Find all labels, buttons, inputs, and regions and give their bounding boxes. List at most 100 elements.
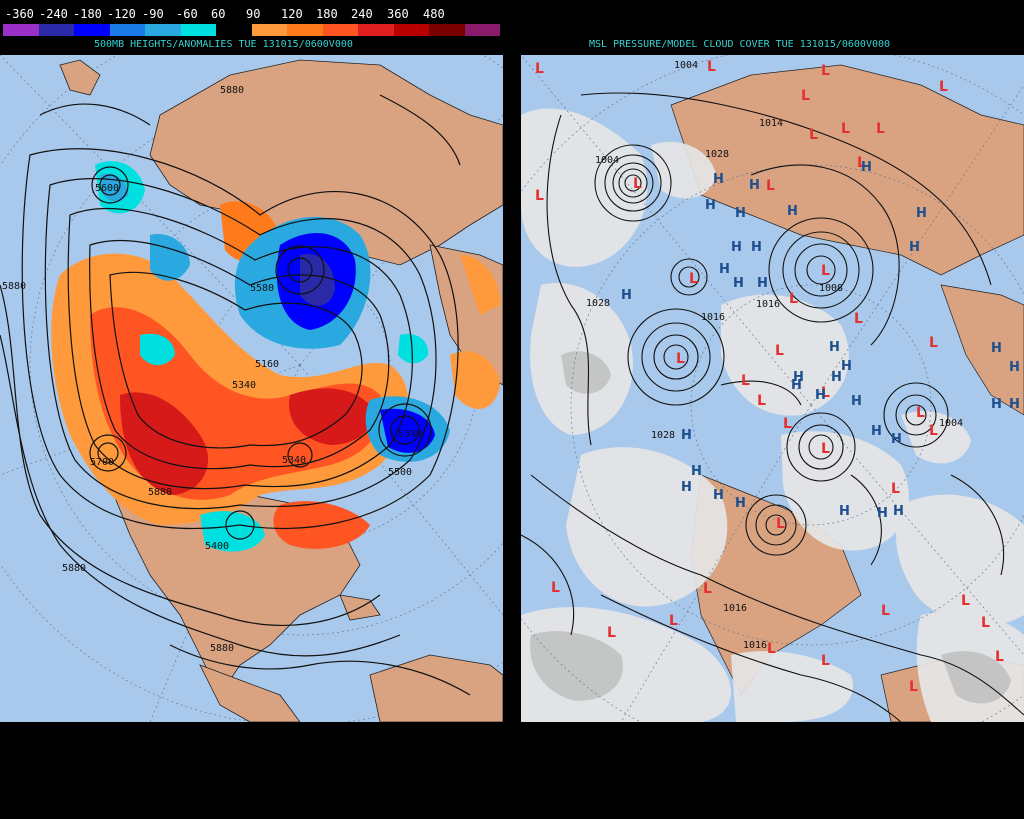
high-pressure-symbol: H: [916, 206, 927, 221]
isobar-label: 1014: [759, 118, 783, 129]
msl-pressure-map: 1004 1028 1028 1014 1016 1028 1004 1016 …: [521, 55, 1024, 722]
high-pressure-symbol: H: [991, 397, 1002, 412]
height-contours: [0, 94, 471, 696]
negative-anomalies: [95, 161, 450, 552]
low-pressure-symbol: L: [821, 441, 830, 457]
legend-swatch: [180, 24, 216, 36]
low-pressure-symbol: L: [841, 121, 850, 137]
high-pressure-symbol: H: [791, 378, 802, 393]
contour-label: 5880: [210, 643, 234, 654]
low-pressure-symbol: L: [961, 593, 970, 609]
contour-label: 5160: [255, 359, 279, 370]
isobar-label: 1028: [705, 149, 729, 160]
high-pressure-symbol: H: [749, 178, 760, 193]
low-pressure-symbol: L: [535, 188, 544, 204]
high-pressure-symbol: H: [681, 480, 692, 495]
legend-swatch: [38, 24, 74, 36]
legend-label: -180: [73, 7, 102, 21]
low-pressure-symbol: L: [757, 393, 766, 409]
high-pressure-symbol: H: [681, 428, 692, 443]
isobar-label: 1008: [819, 283, 843, 294]
high-pressure-symbol: H: [731, 240, 742, 255]
contour-label: 5580: [250, 283, 274, 294]
low-pressure-symbol: L: [854, 311, 863, 327]
low-pressure-symbol: L: [776, 516, 785, 532]
high-pressure-symbol: H: [829, 340, 840, 355]
isobar-label: 1028: [651, 430, 675, 441]
legend-swatch: [393, 24, 429, 36]
heights-map-svg: 5880 5880 5880 5880 5880 5160 5340 5340 …: [0, 55, 503, 722]
low-pressure-symbol: L: [821, 63, 830, 79]
legend-label: 480: [423, 7, 445, 21]
legend-label: 180: [316, 7, 338, 21]
legend-label: 240: [351, 7, 373, 21]
isobar-labels: 1004 1028 1028 1014 1016 1028 1004 1016 …: [586, 60, 963, 651]
isobar-label: 1004: [595, 155, 619, 166]
panel-divider: [503, 0, 521, 819]
high-pressure-symbol: H: [691, 464, 702, 479]
contour-label: 5700: [90, 457, 114, 468]
left-panel-title: 500MB HEIGHTS/ANOMALIES TUE 131015/0600V…: [94, 39, 353, 50]
land: [670, 64, 1024, 722]
low-pressure-symbol: L: [741, 373, 750, 389]
low-pressure-symbol: L: [995, 649, 1004, 665]
legend-labels: -360 -240 -180 -120 -90 -60 60 90 120 180 240 360 48…: [3, 7, 500, 21]
high-pressure-symbol: H: [891, 432, 902, 447]
legend-swatch: [287, 24, 323, 36]
low-pressure-symbol: L: [929, 423, 938, 439]
contour-label: 5600: [95, 183, 119, 194]
legend-swatch: [216, 24, 252, 36]
isobar-label: 1016: [701, 312, 725, 323]
low-pressure-symbol: L: [551, 580, 560, 596]
high-pressure-symbol: H: [851, 394, 862, 409]
high-pressure-symbol: H: [839, 504, 850, 519]
isobar-label: 1016: [743, 640, 767, 651]
high-pressure-symbol: H: [815, 388, 826, 403]
isobar-label: 1004: [674, 60, 698, 71]
legend-label: -360: [5, 7, 34, 21]
low-pressure-symbol: L: [789, 291, 798, 307]
low-pressure-symbol: L: [909, 679, 918, 695]
low-pressure-symbol: L: [801, 88, 810, 104]
high-pressure-symbol: H: [735, 206, 746, 221]
low-pressure-symbol: L: [821, 385, 830, 401]
legend-label: 90: [246, 7, 261, 21]
legend-swatch: [145, 24, 181, 36]
legend-label: 60: [211, 7, 226, 21]
high-pressure-symbol: H: [877, 506, 888, 521]
low-pressure-symbol: L: [916, 405, 925, 421]
legend-swatch: [464, 24, 500, 36]
low-pressure-symbol: L: [981, 615, 990, 631]
low-pressure-symbol: L: [689, 271, 698, 287]
low-pressure-symbol: L: [929, 335, 938, 351]
legend-label: -60: [176, 7, 198, 21]
legend-label: 360: [387, 7, 409, 21]
legend-label: 120: [281, 7, 303, 21]
high-pressure-symbol: H: [713, 488, 724, 503]
isobar-label: 1028: [586, 298, 610, 309]
isobars: [521, 92, 1024, 722]
high-pressure-symbol: H: [719, 262, 730, 277]
high-pressure-symbol: H: [787, 204, 798, 219]
high-pressure-symbol: H: [893, 504, 904, 519]
high-pressure-symbol: H: [871, 424, 882, 439]
low-pressure-symbol: L: [676, 351, 685, 367]
high-pressure-symbol: H: [621, 288, 632, 303]
legend-swatch: [74, 24, 110, 36]
low-pressure-symbol: L: [939, 79, 948, 95]
low-pressure-symbol: L: [775, 343, 784, 359]
high-pressure-symbol: H: [733, 276, 744, 291]
left-panel-footer: [0, 722, 503, 819]
low-pressure-symbol: L: [881, 603, 890, 619]
anomaly-color-legend: -360 -240 -180 -120 -90 -60 60 90 120 180 240 360 48…: [3, 4, 500, 36]
legend-label: -120: [107, 7, 136, 21]
cloud-cover: [521, 108, 1024, 722]
pressure-map-svg: 1004 1028 1028 1014 1016 1028 1004 1016 …: [521, 55, 1024, 722]
contour-label: 5340: [282, 455, 306, 466]
heights-anomalies-map: 5880 5880 5880 5880 5880 5160 5340 5340 …: [0, 55, 503, 722]
low-pressure-symbol: L: [633, 176, 642, 192]
legend-label: -90: [142, 7, 164, 21]
legend-swatches: [3, 24, 500, 36]
